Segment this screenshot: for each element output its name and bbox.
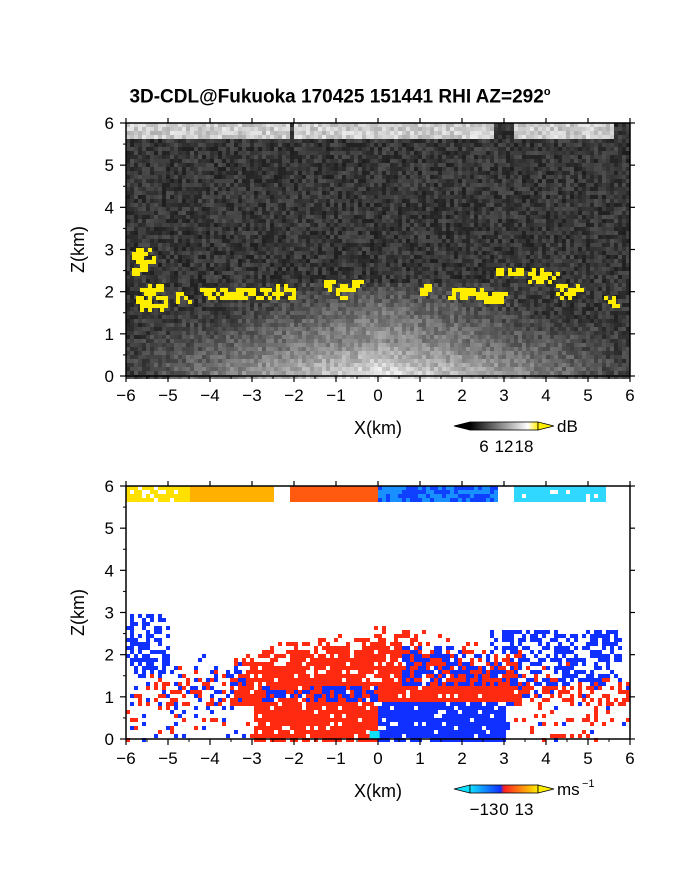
panel1-ytick-label: 1 [105,325,114,344]
panel1-ytick-label: 0 [105,367,114,386]
panel2-xtick-label: −1 [326,749,345,768]
panel2-ytick-label: 6 [105,477,114,496]
panel2-xtick-label: 5 [583,749,592,768]
panel1-xtick-label: 3 [499,386,508,405]
panel1-xtick-label: 1 [415,386,424,405]
panel1-xtick-label: −5 [158,386,177,405]
panel1-xtick-label: 0 [373,386,382,405]
near-origin-echo [369,731,380,739]
panel1-ytick-label: 4 [105,198,114,217]
panel2-ytick-label: 0 [105,730,114,749]
panel1-colorbar-arrow-low [453,421,471,431]
panel2-colorbar-arrow-low [453,784,471,794]
panel2-xtick-label: 3 [499,749,508,768]
panel2-colorbar-tick: 13 [515,800,534,819]
chart-title: 3D-CDL@Fukuoka 170425 151441 RHI AZ=292o [129,86,551,108]
panel2-ytick-label: 2 [105,646,114,665]
panel1-colorbar-tick: 6 [479,437,488,456]
panel1-colorbar-arrow-high [537,421,555,431]
velocity-field [126,486,630,742]
panel2-ytick-label: 5 [105,519,114,538]
panel1-ylabel: Z(km) [68,226,88,273]
panel2-xtick-label: −3 [242,749,261,768]
panel1-xtick-label: 6 [625,386,634,405]
panel1-xtick-label: 5 [583,386,592,405]
panel1-ytick-label: 2 [105,283,114,302]
panel1-xtick-label: 2 [457,386,466,405]
panel1-ytick-label: 3 [105,241,114,260]
panel1-xtick-label: −3 [242,386,261,405]
panel1-xtick-label: 4 [541,386,550,405]
panel1-colorbar-tick: 18 [515,437,534,456]
panel2-xtick-label: 0 [373,749,382,768]
panel1-ytick-label: 5 [105,156,114,175]
panel1-xtick-label: −6 [116,386,135,405]
panel1-colorbar-unit: dB [557,417,578,436]
panel2-colorbar-unit-exponent: −1 [582,778,595,790]
panel1-colorbar [469,421,539,431]
panel1-ytick-label: 6 [105,114,114,133]
panel1-xtick-label: −4 [200,386,219,405]
panel1-xtick-label: −2 [284,386,303,405]
panel2-ytick-label: 4 [105,561,114,580]
panel2-ytick-label: 1 [105,688,114,707]
panel1-colorbar-tick: 12 [495,437,514,456]
panel2-xtick-label: −5 [158,749,177,768]
intensity-field [126,123,630,379]
panel2-xtick-label: 6 [625,749,634,768]
panel2-colorbar-arrow-high [537,784,555,794]
panel2-colorbar-tick: −13 [470,800,499,819]
aerosol-layer [132,248,620,312]
panel2-ylabel: Z(km) [68,589,88,636]
panel2-colorbar-tick: 0 [499,800,508,819]
panel2-xtick-label: −2 [284,749,303,768]
panel2-xtick-label: 4 [541,749,550,768]
panel2-ytick-label: 3 [105,604,114,623]
panel2-xtick-label: −4 [200,749,219,768]
panel2-xlabel: X(km) [354,781,402,801]
panel1-xtick-label: −1 [326,386,345,405]
panel1-xlabel: X(km) [354,418,402,438]
panel2-colorbar [469,784,539,794]
panel2-xtick-label: 2 [457,749,466,768]
panel2-xtick-label: −6 [116,749,135,768]
panel2-colorbar-unit: ms [557,780,580,799]
panel2-xtick-label: 1 [415,749,424,768]
